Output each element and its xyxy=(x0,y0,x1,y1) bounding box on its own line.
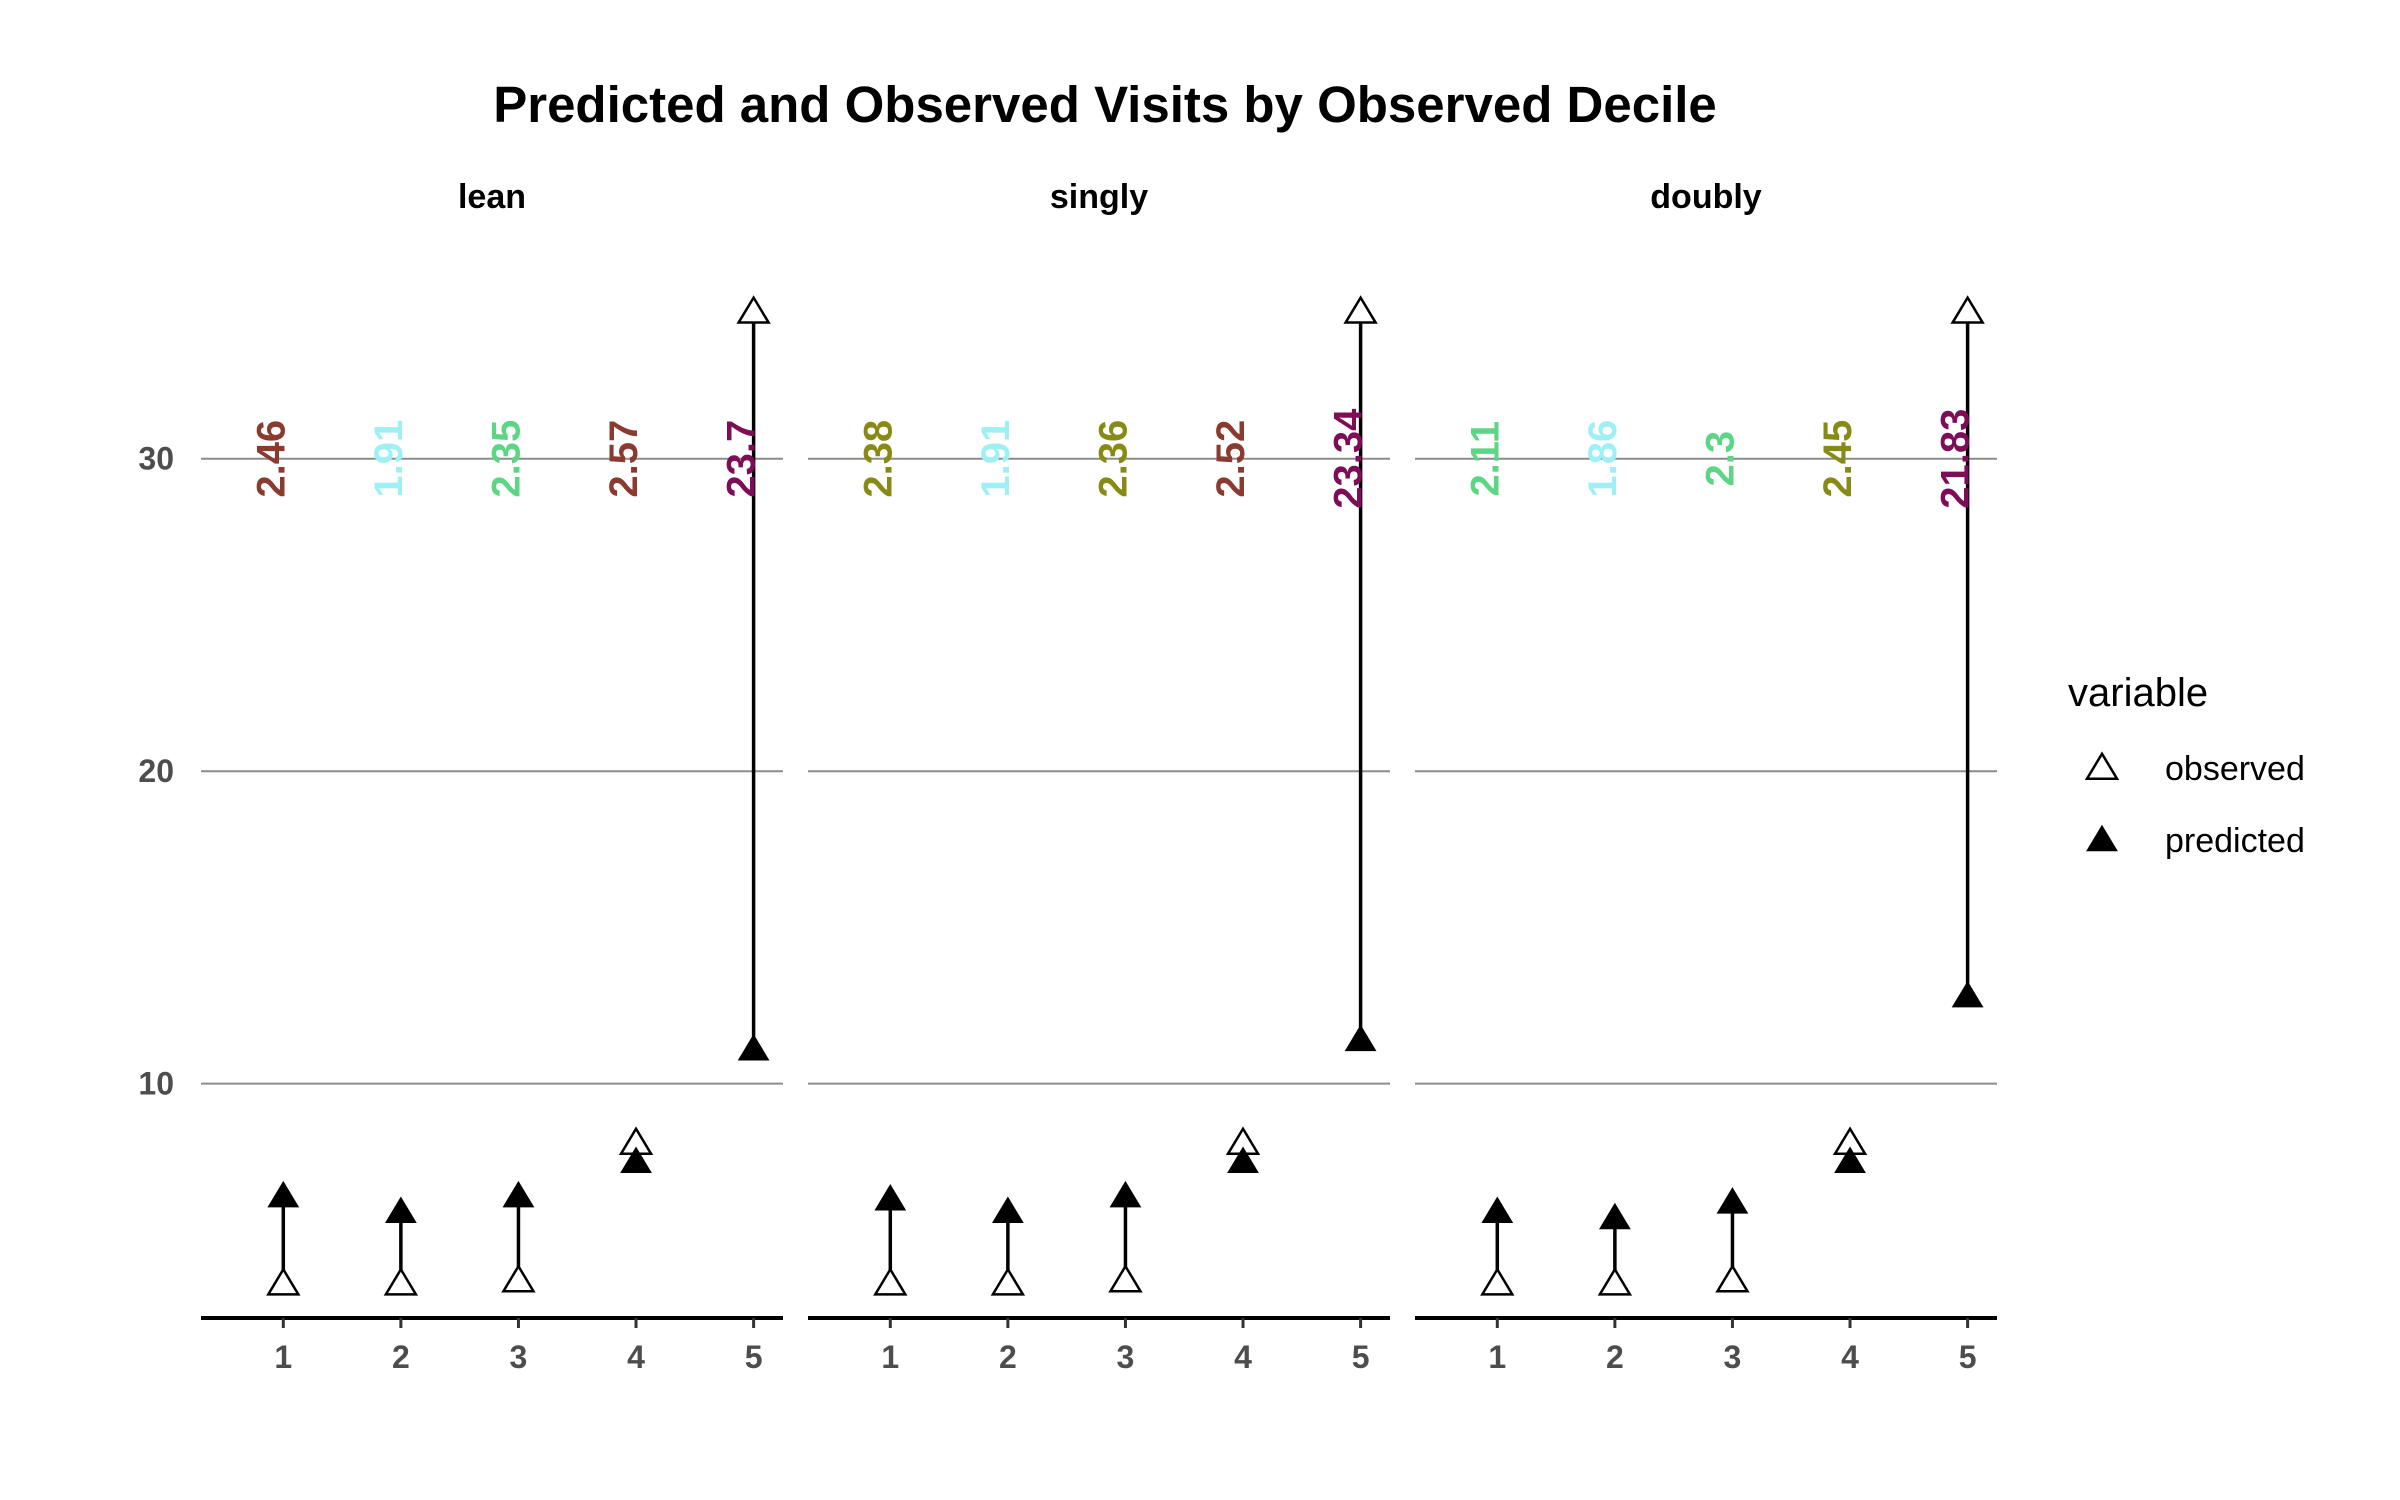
predicted-point xyxy=(1598,1202,1631,1230)
predicted-point xyxy=(991,1196,1024,1223)
legend-label-observed: observed xyxy=(2165,750,2305,788)
data-label: 2.38 xyxy=(856,420,900,498)
data-label: 21.83 xyxy=(1934,409,1978,509)
data-label: 1.91 xyxy=(974,420,1018,498)
data-label: 1.86 xyxy=(1581,420,1625,498)
predicted-point xyxy=(1834,1146,1866,1173)
observed-point xyxy=(1950,295,1985,324)
x-tick-label: 5 xyxy=(1352,1339,1370,1375)
x-tick-label: 1 xyxy=(881,1339,899,1375)
observed-point xyxy=(736,295,771,324)
legend-title: variable xyxy=(2068,671,2208,715)
x-tick-label: 1 xyxy=(1488,1339,1506,1375)
x-tick-label: 2 xyxy=(392,1339,410,1375)
data-label: 23.7 xyxy=(720,420,764,498)
x-tick-label: 3 xyxy=(510,1339,528,1375)
panel-strip-label: lean xyxy=(458,178,526,216)
y-tick-label: 20 xyxy=(138,753,174,789)
data-label: 23.34 xyxy=(1327,408,1371,509)
predicted-point xyxy=(502,1180,535,1208)
data-label: 2.35 xyxy=(484,420,528,498)
observed-point xyxy=(1343,295,1378,324)
x-tick-label: 4 xyxy=(1234,1339,1252,1375)
legend-label-predicted: predicted xyxy=(2165,822,2305,860)
observed-point xyxy=(990,1266,1026,1296)
predicted-point xyxy=(1344,1024,1377,1052)
observed-point xyxy=(383,1266,419,1296)
predicted-point xyxy=(737,1034,770,1061)
predicted-point xyxy=(874,1184,907,1211)
x-tick-label: 2 xyxy=(999,1339,1017,1375)
predicted-point xyxy=(267,1180,300,1208)
data-label: 2.57 xyxy=(602,420,646,498)
predicted-point xyxy=(1951,980,1984,1008)
data-label: 2.52 xyxy=(1209,420,1253,498)
observed-point xyxy=(501,1263,536,1293)
panel-doubly: doubly 1 2 3 4 5 2.11 1.86 2.3 2.45 21.83 xyxy=(1415,178,1997,1375)
predicted-point xyxy=(384,1196,417,1223)
legend-predicted-icon xyxy=(2086,824,2118,852)
observed-point xyxy=(266,1266,301,1296)
chart-title: Predicted and Observed Visits by Observe… xyxy=(493,76,1717,133)
panel-lean: lean 1 2 3 4 5 2.46 1.91 2.35 2.57 23.7 xyxy=(201,178,783,1375)
observed-point xyxy=(1480,1266,1515,1296)
x-tick-label: 3 xyxy=(1117,1339,1135,1375)
data-label: 2.36 xyxy=(1091,420,1135,498)
x-tick-label: 3 xyxy=(1724,1339,1742,1375)
legend: variable observed predicted xyxy=(2068,671,2305,860)
observed-point xyxy=(1715,1263,1750,1293)
observed-point xyxy=(1597,1266,1633,1296)
data-label: 1.91 xyxy=(367,420,411,498)
panel-strip-label: doubly xyxy=(1650,178,1762,216)
x-tick-label: 5 xyxy=(1959,1339,1977,1375)
observed-point xyxy=(873,1266,908,1296)
x-tick-label: 5 xyxy=(745,1339,763,1375)
y-tick-label: 30 xyxy=(138,441,174,477)
predicted-point xyxy=(1481,1196,1514,1223)
predicted-point xyxy=(1227,1146,1259,1173)
x-tick-label: 4 xyxy=(627,1339,645,1375)
data-label: 2.3 xyxy=(1698,431,1742,487)
y-tick-label: 10 xyxy=(138,1066,174,1102)
x-tick-label: 2 xyxy=(1606,1339,1624,1375)
x-tick-label: 4 xyxy=(1841,1339,1859,1375)
data-label: 2.45 xyxy=(1816,420,1860,498)
observed-point xyxy=(1108,1263,1143,1293)
data-label: 2.11 xyxy=(1463,421,1507,497)
panel-strip-label: singly xyxy=(1050,178,1148,216)
predicted-point xyxy=(1109,1180,1142,1208)
predicted-point xyxy=(620,1146,652,1173)
panel-singly: singly 1 2 3 4 5 2.38 1.91 2.36 2.52 23.34 xyxy=(808,178,1390,1375)
x-tick-label: 1 xyxy=(274,1339,292,1375)
legend-observed-icon xyxy=(2084,751,2120,780)
predicted-point xyxy=(1716,1187,1749,1214)
data-label: 2.46 xyxy=(249,420,293,498)
